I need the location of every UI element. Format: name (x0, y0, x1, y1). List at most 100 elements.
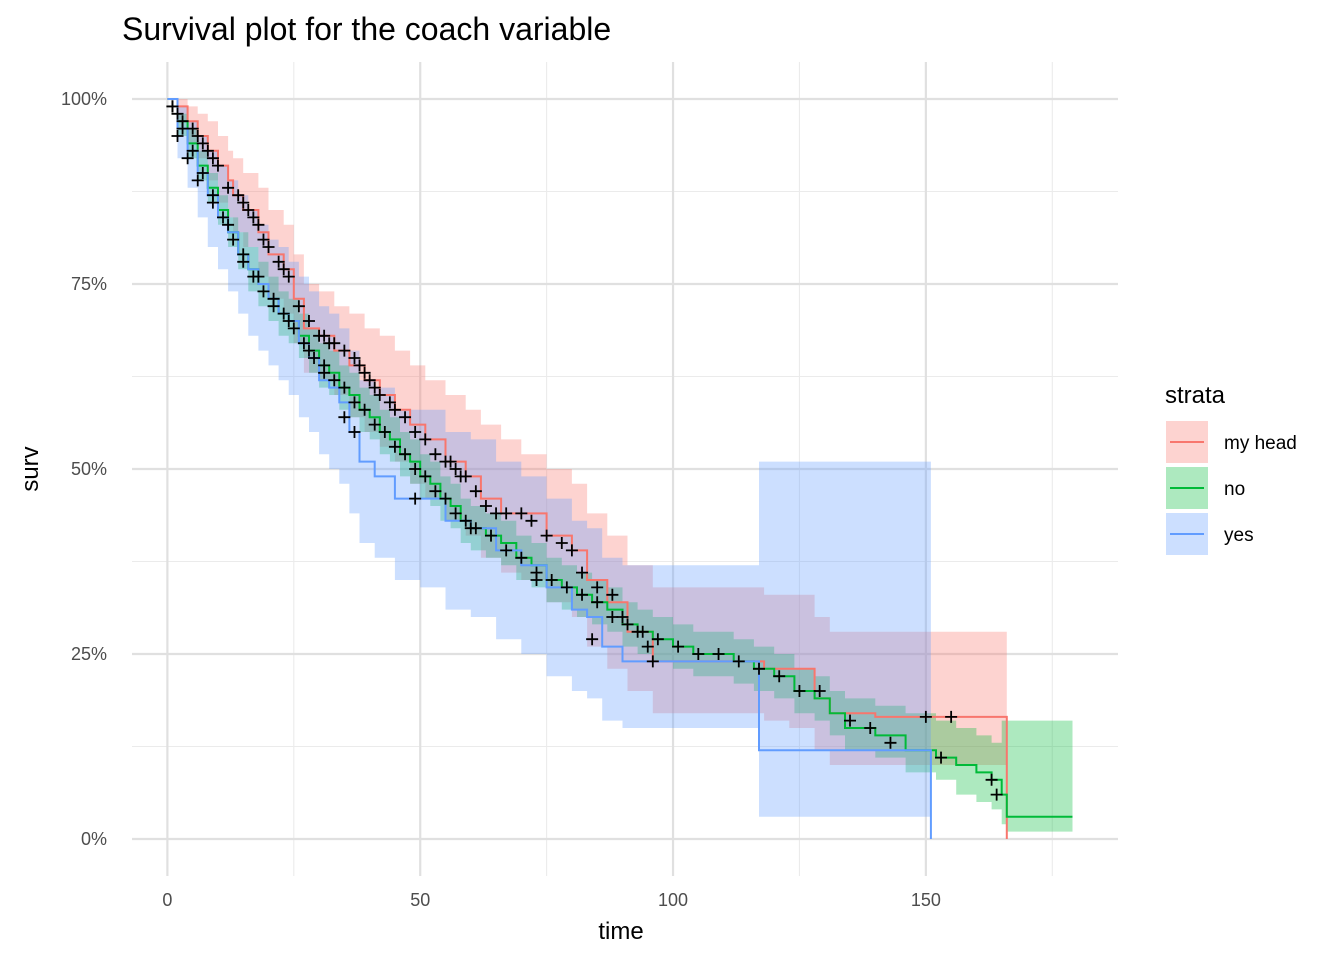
censor-mark (576, 566, 589, 579)
censor-mark (606, 611, 619, 623)
confidence-bands (167, 99, 1073, 832)
censor-mark (500, 544, 513, 557)
censor-mark (449, 463, 462, 475)
censor-mark (267, 292, 280, 305)
censor-mark (353, 359, 366, 372)
x-tick-label: 0 (162, 890, 172, 910)
legend: strata my head no yes (1165, 382, 1297, 555)
censor-mark (864, 722, 877, 734)
censor-mark (171, 130, 184, 142)
y-tick-label: 100% (61, 89, 107, 109)
censor-mark (515, 551, 528, 564)
censor-mark (383, 396, 396, 409)
censor-mark (191, 130, 204, 142)
censor-mark (257, 285, 270, 298)
censor-mark (237, 248, 250, 261)
y-tick-label: 75% (71, 274, 107, 294)
censor-mark (651, 633, 664, 646)
censor-mark (616, 611, 629, 623)
censor-mark (555, 537, 568, 549)
censor-mark (641, 640, 654, 653)
censor-mark (201, 144, 214, 157)
censor-mark (222, 181, 235, 194)
censor-mark (186, 144, 199, 157)
censor-mark (672, 640, 685, 653)
censor-mark (232, 189, 245, 202)
legend-label: no (1224, 479, 1245, 500)
censor-mark (217, 211, 230, 224)
censor-mark (282, 270, 295, 283)
censor-mark (409, 492, 422, 505)
legend-label: yes (1224, 525, 1254, 546)
censor-mark (358, 403, 371, 416)
censor-mark (752, 662, 765, 675)
censor-mark (490, 507, 503, 520)
censor-mark (196, 167, 209, 179)
censor-mark (206, 152, 219, 165)
x-tick-label: 50 (410, 890, 430, 910)
censor-mark (945, 710, 958, 723)
chart-title: Survival plot for the coach variable (122, 11, 611, 47)
censor-mark (222, 218, 235, 231)
censor-mark (181, 152, 194, 165)
censor-mark (419, 470, 432, 483)
censor-mark (171, 107, 184, 120)
censor-mark (919, 710, 932, 723)
censor-mark (297, 337, 310, 350)
censor-mark (252, 270, 265, 283)
censor-mark (186, 122, 199, 135)
x-axis-ticks: 0 50 100 150 (162, 890, 940, 910)
censor-mark (262, 241, 275, 253)
censor-mark (576, 588, 589, 601)
y-tick-label: 0% (81, 829, 107, 849)
censor-mark (560, 581, 573, 594)
censor-mark (191, 174, 204, 187)
censor-mark (464, 522, 477, 535)
censor-mark (247, 211, 260, 224)
censor-mark (985, 773, 998, 786)
censor-mark (773, 670, 786, 683)
censor-mark (606, 588, 619, 601)
censor-mark (196, 137, 209, 150)
confidence-band-no (167, 99, 1073, 832)
grid-lines (132, 62, 1118, 876)
censor-mark (358, 366, 371, 379)
censor-mark (378, 426, 391, 438)
censor-mark (844, 714, 857, 727)
censor-mark (545, 574, 558, 586)
censor-mark (459, 470, 472, 483)
y-axis-ticks: 0% 25% 50% 75% 100% (61, 89, 107, 849)
censor-mark (338, 344, 351, 357)
censor-mark (621, 618, 634, 631)
censor-mark (591, 596, 604, 609)
censor-mark (439, 492, 452, 505)
censor-mark (540, 529, 553, 542)
censor-mark (646, 655, 659, 668)
censor-mark (500, 507, 513, 520)
censor-mark (449, 507, 462, 520)
x-tick-label: 100 (658, 890, 688, 910)
censor-mark (399, 411, 412, 424)
censor-marks (166, 100, 1003, 801)
censor-mark (732, 655, 745, 668)
censor-mark (368, 418, 381, 431)
censor-mark (793, 685, 806, 697)
censor-mark (363, 374, 376, 387)
censor-mark (348, 396, 361, 409)
x-axis-title: time (598, 918, 643, 945)
censor-mark (318, 366, 331, 379)
y-axis-title: surv (17, 446, 44, 491)
y-tick-label: 25% (71, 644, 107, 664)
censor-mark (206, 196, 219, 209)
censor-mark (530, 574, 543, 586)
censor-mark (586, 633, 599, 646)
censor-mark (479, 500, 492, 512)
censor-mark (328, 374, 341, 387)
censor-mark (277, 307, 290, 320)
censor-mark (419, 433, 432, 446)
censor-mark (409, 463, 422, 475)
censor-mark (257, 233, 270, 246)
censor-mark (388, 403, 401, 416)
confidence-band-my-head (167, 99, 1007, 765)
